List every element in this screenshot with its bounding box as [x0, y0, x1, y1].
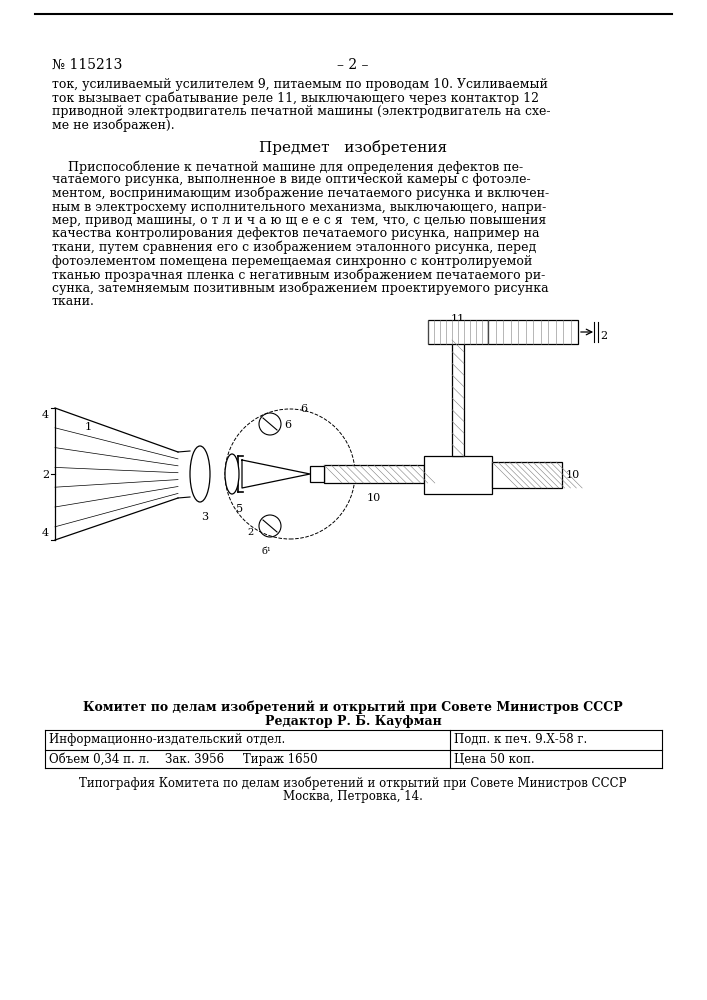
- Text: фотоэлементом помещена перемещаемая синхронно с контролируемой: фотоэлементом помещена перемещаемая синх…: [52, 254, 532, 267]
- Text: 1: 1: [85, 422, 92, 432]
- Text: Приспособление к печатной машине для определения дефектов пе-: Приспособление к печатной машине для опр…: [52, 160, 523, 174]
- Text: Типография Комитета по делам изобретений и открытий при Совете Министров СССР: Типография Комитета по делам изобретений…: [79, 776, 626, 790]
- Bar: [492, 462, 562, 488]
- Text: 3: 3: [201, 512, 209, 522]
- Text: ным в электросхему исполнительного механизма, выключающего, напри-: ным в электросхему исполнительного механ…: [52, 200, 547, 214]
- Text: ме не изображен).: ме не изображен).: [52, 118, 175, 132]
- Text: 10: 10: [367, 493, 381, 503]
- Text: ткани.: ткани.: [52, 295, 95, 308]
- Bar: [424, 456, 492, 494]
- Text: ткани, путем сравнения его с изображением эталонного рисунка, перед: ткани, путем сравнения его с изображение…: [52, 241, 536, 254]
- Text: ментом, воспринимающим изображение печатаемого рисунка и включен-: ментом, воспринимающим изображение печат…: [52, 187, 549, 200]
- Bar: [428, 320, 488, 344]
- Text: 10: 10: [566, 470, 580, 480]
- Text: Объем 0,34 п. л.: Объем 0,34 п. л.: [49, 753, 150, 766]
- Text: Москва, Петровка, 14.: Москва, Петровка, 14.: [283, 790, 423, 803]
- Text: ток, усиливаемый усилителем 9, питаемым по проводам 10. Усиливаемый: ток, усиливаемый усилителем 9, питаемым …: [52, 78, 548, 91]
- Polygon shape: [242, 460, 310, 488]
- Bar: [452, 340, 464, 456]
- Text: Комитет по делам изобретений и открытий при Совете Министров СССР: Комитет по делам изобретений и открытий …: [83, 700, 623, 714]
- Text: 5: 5: [236, 504, 244, 514]
- Text: 2: 2: [247, 528, 254, 537]
- Text: 4: 4: [42, 528, 49, 538]
- Text: мер, привод машины, о т л и ч а ю щ е е с я  тем, что, с целью повышения: мер, привод машины, о т л и ч а ю щ е е …: [52, 214, 547, 227]
- Text: Цена 50 коп.: Цена 50 коп.: [454, 753, 534, 766]
- Text: Предмет   изобретения: Предмет изобретения: [259, 140, 447, 155]
- Text: 9: 9: [455, 472, 462, 482]
- Text: б¹: б¹: [261, 547, 271, 556]
- Text: Редактор Р. Б. Кауфман: Редактор Р. Б. Кауфман: [264, 715, 441, 728]
- Text: 11: 11: [451, 314, 465, 324]
- Text: Подп. к печ. 9.Х-58 г.: Подп. к печ. 9.Х-58 г.: [454, 733, 588, 746]
- Text: приводной электродвигатель печатной машины (электродвигатель на схе-: приводной электродвигатель печатной маши…: [52, 105, 551, 118]
- Text: тканью прозрачная пленка с негативным изображением печатаемого ри-: тканью прозрачная пленка с негативным из…: [52, 268, 545, 282]
- Text: сунка, затемняемым позитивным изображением проектируемого рисунка: сунка, затемняемым позитивным изображени…: [52, 282, 549, 295]
- Bar: [488, 320, 578, 344]
- Text: – 2 –: – 2 –: [337, 58, 369, 72]
- Text: чатаемого рисунка, выполненное в виде оптической камеры с фотоэле-: чатаемого рисунка, выполненное в виде оп…: [52, 174, 531, 186]
- Text: № 115213: № 115213: [52, 58, 122, 72]
- Text: 6: 6: [284, 420, 291, 430]
- Bar: [324, 465, 424, 483]
- Text: Зак. 3956     Тираж 1650: Зак. 3956 Тираж 1650: [165, 753, 317, 766]
- Text: качества контролирования дефектов печатаемого рисунка, например на: качества контролирования дефектов печата…: [52, 228, 539, 240]
- Ellipse shape: [190, 446, 210, 502]
- Text: Информационно-издательский отдел.: Информационно-издательский отдел.: [49, 733, 285, 746]
- Text: 4: 4: [42, 410, 49, 420]
- Text: 2: 2: [600, 331, 607, 341]
- Text: 2: 2: [42, 470, 49, 480]
- Bar: [310, 466, 324, 482]
- Text: ток вызывает срабатывание реле 11, выключающего через контактор 12: ток вызывает срабатывание реле 11, выклю…: [52, 92, 539, 105]
- Ellipse shape: [225, 454, 239, 494]
- Text: 6: 6: [300, 404, 307, 414]
